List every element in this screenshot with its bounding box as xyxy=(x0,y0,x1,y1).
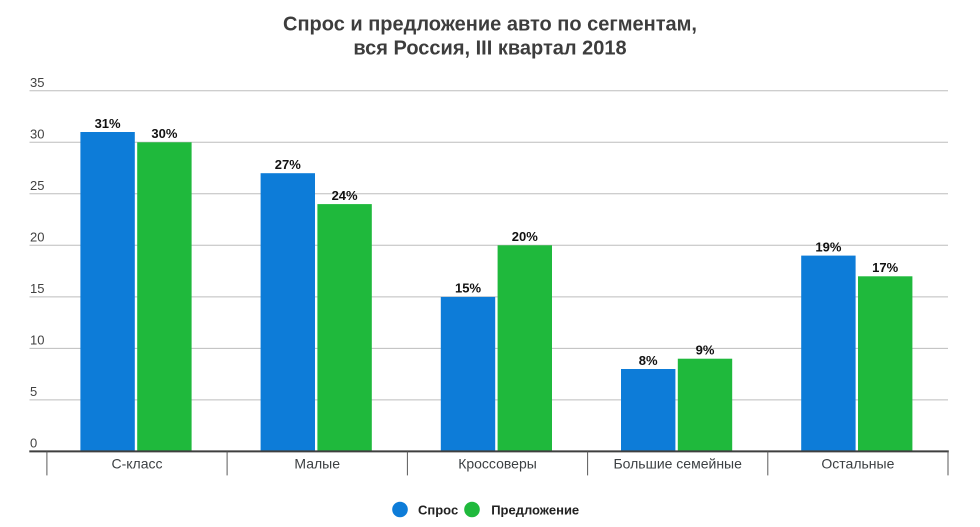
svg-text:Кроссоверы: Кроссоверы xyxy=(458,455,537,471)
svg-text:20%: 20% xyxy=(512,229,538,244)
svg-text:27%: 27% xyxy=(275,157,301,172)
svg-text:Малые: Малые xyxy=(294,455,340,471)
svg-text:30: 30 xyxy=(30,127,44,142)
svg-text:8%: 8% xyxy=(639,353,658,368)
svg-text:Спрос и предложение авто по се: Спрос и предложение авто по сегментам, xyxy=(283,14,697,36)
svg-text:30%: 30% xyxy=(151,126,177,141)
svg-text:0: 0 xyxy=(30,436,37,451)
svg-text:35: 35 xyxy=(30,75,44,90)
svg-text:17%: 17% xyxy=(872,260,898,275)
svg-text:15: 15 xyxy=(30,281,44,296)
svg-text:С-класс: С-класс xyxy=(111,455,162,471)
svg-text:20: 20 xyxy=(30,230,44,245)
svg-text:24%: 24% xyxy=(332,188,358,203)
svg-text:вся Россия, III квартал 2018: вся Россия, III квартал 2018 xyxy=(353,38,626,60)
svg-text:31%: 31% xyxy=(95,116,121,131)
svg-text:25: 25 xyxy=(30,178,44,193)
svg-text:5: 5 xyxy=(30,384,37,399)
svg-text:Большие семейные: Большие семейные xyxy=(613,455,742,471)
svg-text:19%: 19% xyxy=(815,239,841,254)
svg-text:Предложение: Предложение xyxy=(491,503,579,518)
svg-text:Спрос: Спрос xyxy=(418,503,458,518)
svg-text:9%: 9% xyxy=(696,343,715,358)
svg-text:10: 10 xyxy=(30,333,44,348)
svg-text:15%: 15% xyxy=(455,281,481,296)
svg-text:Остальные: Остальные xyxy=(821,455,894,471)
